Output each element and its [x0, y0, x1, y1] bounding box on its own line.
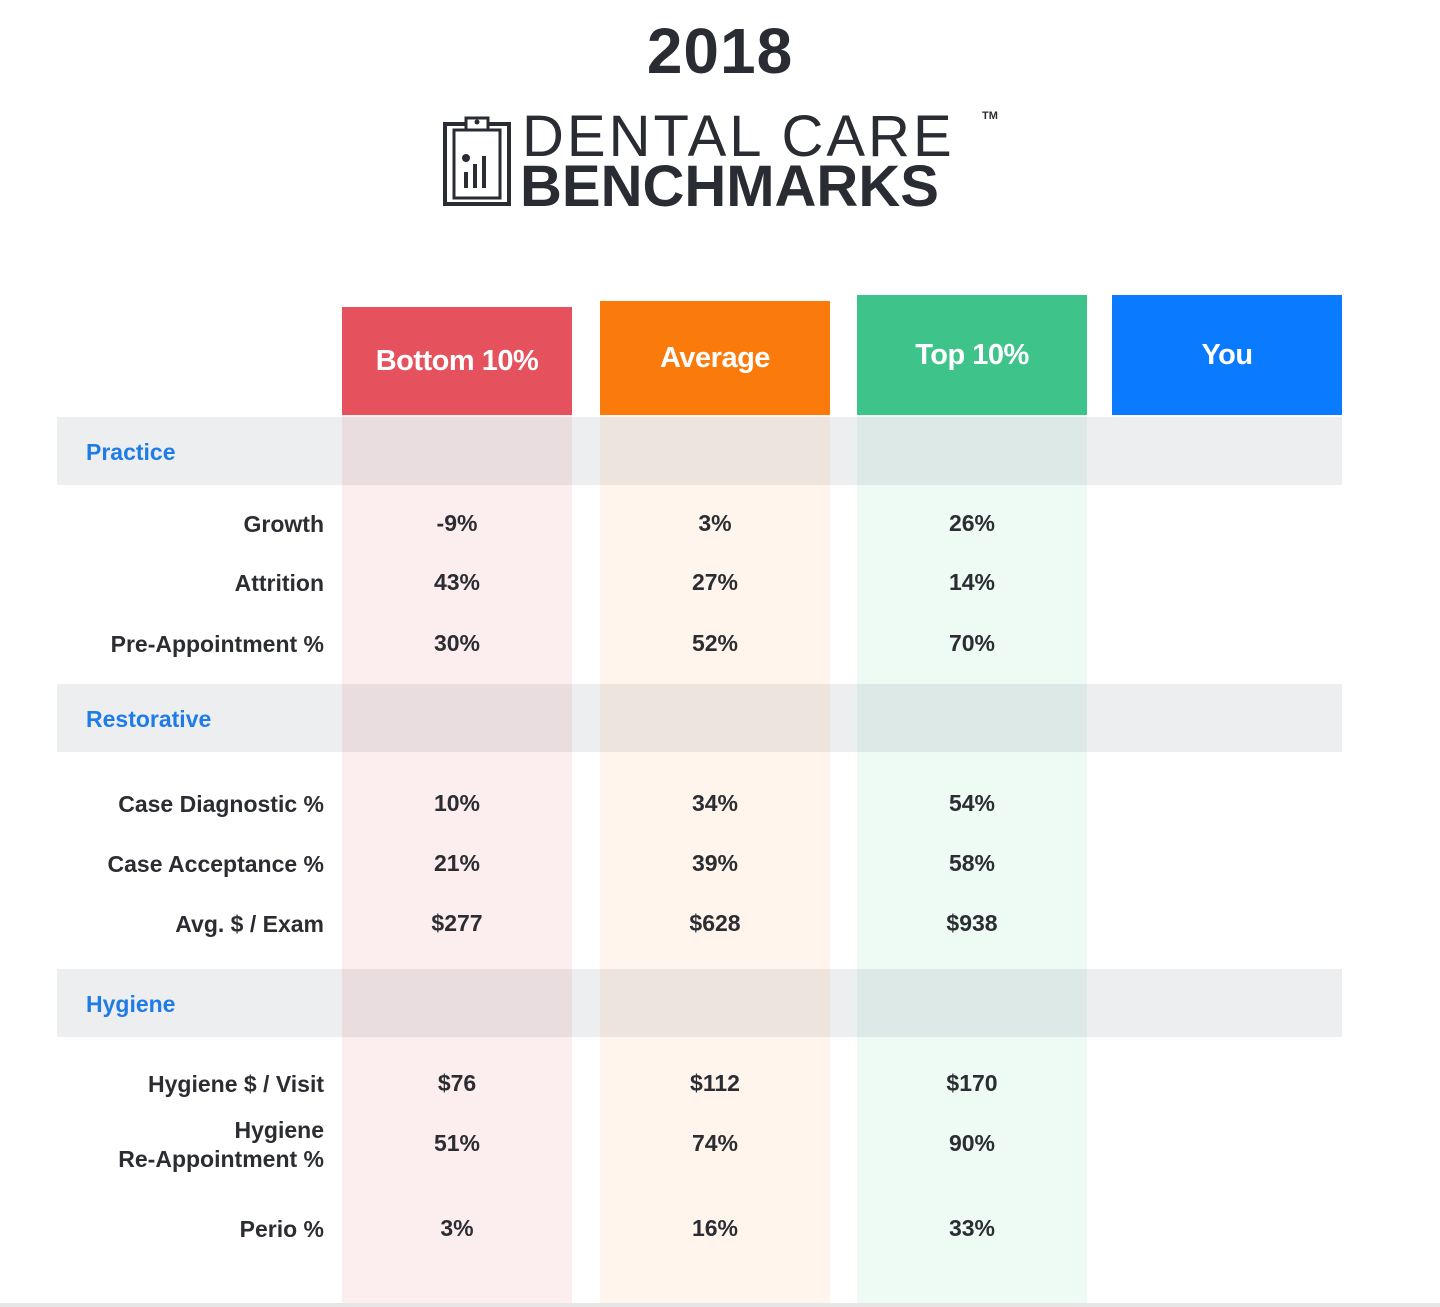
section-band-practice — [57, 417, 1342, 485]
value-cell-bottom-10: 43% — [433, 569, 481, 595]
value-cell-top-10: $170 — [946, 1070, 998, 1096]
year-heading: 2018 — [646, 15, 794, 87]
value-cell-average: 74% — [691, 1130, 739, 1156]
section-band-hygiene — [57, 969, 1342, 1037]
value-cell-average: $112 — [690, 1070, 740, 1096]
value-cell-top-10: 33% — [948, 1215, 996, 1241]
value-cell-bottom-10: $277 — [431, 910, 483, 936]
value-cell-average: $628 — [689, 910, 741, 936]
value-cell-bottom-10: 30% — [433, 630, 481, 656]
value-cell-bottom-10: $76 — [437, 1070, 477, 1096]
value-cell-top-10: 26% — [948, 510, 996, 536]
logo-line2: BENCHMARKS — [520, 154, 939, 219]
column-header-you: You — [1112, 295, 1342, 415]
value-cell-average: 34% — [691, 790, 739, 816]
logo-line1: DENTAL CARE — [522, 104, 955, 169]
value-cell-average: 3% — [698, 510, 732, 536]
value-cell-top-10: 54% — [948, 790, 996, 816]
value-cell-top-10: 58% — [948, 850, 996, 876]
value-cell-top-10: 70% — [948, 630, 996, 656]
row-label: Attrition — [234, 570, 324, 596]
row-label: Perio % — [239, 1216, 324, 1242]
section-band-restorative — [57, 684, 1342, 752]
row-label: Growth — [243, 511, 325, 537]
value-cell-bottom-10: 51% — [433, 1130, 481, 1156]
value-cell-average: 16% — [691, 1215, 739, 1241]
logo-trademark: TM — [982, 110, 998, 122]
column-header-bottom-10: Bottom 10% — [342, 307, 572, 415]
value-cell-bottom-10: -9% — [436, 510, 478, 536]
column-header-top-10: Top 10% — [857, 295, 1087, 415]
value-cell-bottom-10: 10% — [433, 790, 481, 816]
section-label: Hygiene — [86, 991, 176, 1017]
value-cell-average: 39% — [691, 850, 739, 876]
row-label: Pre-Appointment % — [110, 631, 324, 657]
dental-care-benchmarks-logo: DENTAL CARE TM BENCHMARKS — [442, 104, 1012, 219]
value-cell-top-10: 90% — [948, 1130, 996, 1156]
bottom-divider — [0, 1303, 1440, 1307]
column-tint-average — [600, 415, 830, 1307]
column-tint-top-10 — [857, 415, 1087, 1307]
column-tint-bottom-10 — [342, 415, 572, 1307]
row-label: Hygiene Re-Appointment % — [118, 1117, 324, 1172]
clipboard-chart-icon — [443, 116, 511, 206]
value-cell-bottom-10: 3% — [440, 1215, 474, 1241]
row-label: Case Acceptance % — [107, 851, 324, 877]
row-label: Hygiene $ / Visit — [148, 1071, 324, 1097]
section-label: Restorative — [86, 706, 212, 732]
value-cell-top-10: 14% — [948, 569, 996, 595]
value-cell-average: 27% — [691, 569, 739, 595]
value-cell-top-10: $938 — [946, 910, 998, 936]
value-cell-bottom-10: 21% — [433, 850, 481, 876]
row-label: Avg. $ / Exam — [175, 911, 324, 937]
column-header-average: Average — [600, 301, 830, 415]
row-label: Case Diagnostic % — [118, 791, 324, 817]
value-cell-average: 52% — [691, 630, 739, 656]
section-label: Practice — [86, 439, 176, 465]
